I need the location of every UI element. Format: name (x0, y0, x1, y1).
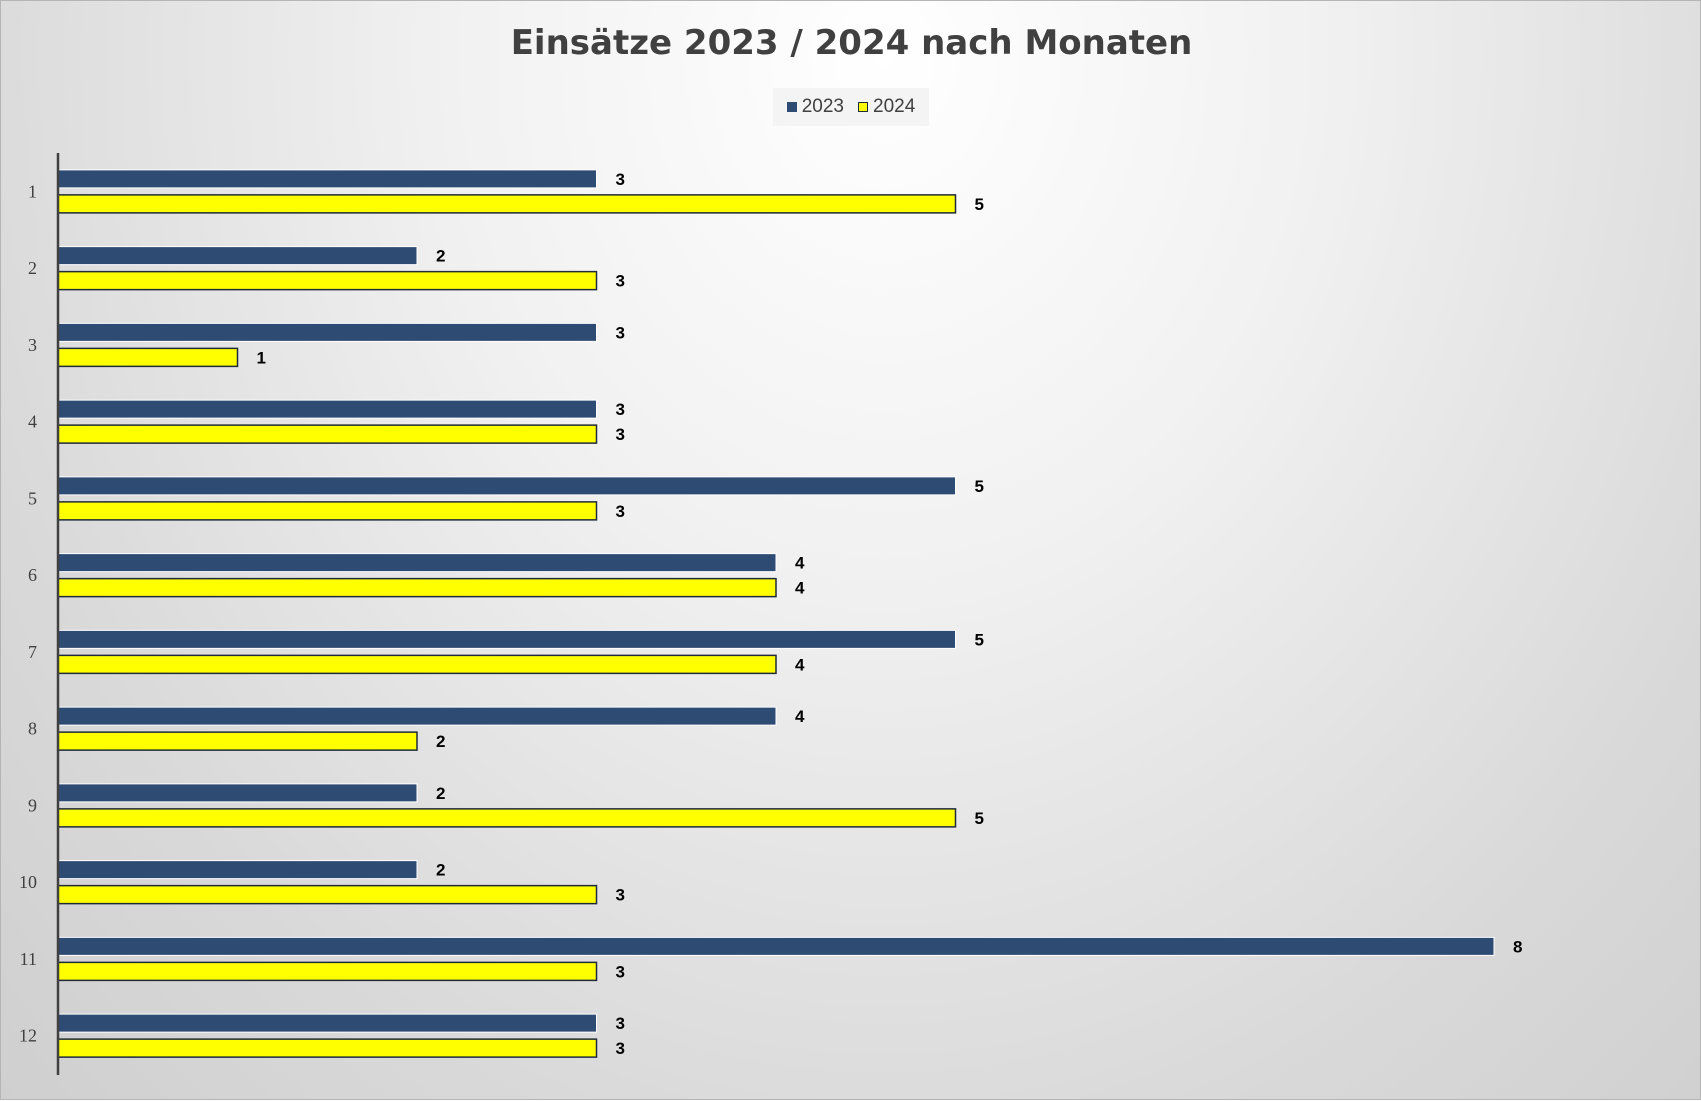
category-label-12: 12 (19, 1026, 37, 1046)
bar-2023-10 (57, 860, 418, 880)
data-label-2024-1: 5 (975, 195, 984, 214)
bar-2024-7 (57, 654, 777, 675)
data-label-2023-9: 2 (436, 784, 445, 803)
data-label-2024-3: 1 (257, 348, 266, 367)
category-label-8: 8 (28, 719, 37, 739)
legend-label-2024: 2024 (873, 96, 916, 117)
bar-2024-2 (57, 270, 598, 291)
legend-entry-2024: 2024 (858, 96, 915, 118)
category-label-3: 3 (28, 335, 37, 355)
legend-swatch-2023 (786, 102, 797, 112)
data-label-2023-8: 4 (795, 707, 805, 726)
bar-2023-12 (57, 1013, 597, 1033)
data-label-2023-4: 3 (616, 400, 625, 419)
bar-2023-8 (57, 706, 777, 726)
bar-2024-1 (57, 194, 957, 214)
data-label-2024-4: 3 (616, 425, 625, 444)
data-label-2023-7: 5 (975, 630, 984, 649)
bar-2024-10 (57, 884, 598, 905)
data-label-2023-3: 3 (616, 323, 625, 342)
data-label-2023-1: 3 (616, 170, 625, 189)
bar-2024-8 (57, 731, 418, 751)
category-label-5: 5 (28, 488, 37, 508)
bar-2024-11 (57, 961, 598, 982)
bar-2024-6 (57, 577, 777, 598)
bar-2023-2 (57, 246, 418, 266)
bar-2023-6 (57, 553, 777, 573)
legend-label-2023: 2023 (801, 96, 844, 117)
data-label-2024-6: 4 (795, 579, 805, 598)
bar-2024-4 (57, 424, 598, 444)
data-label-2024-12: 3 (616, 1039, 625, 1058)
bar-2023-3 (57, 322, 597, 342)
bar-2023-5 (57, 476, 956, 496)
bar-2023-1 (57, 169, 597, 189)
bar-2024-9 (57, 808, 957, 828)
legend: 2023 2024 (773, 88, 929, 126)
data-label-2023-2: 2 (436, 247, 445, 266)
category-label-1: 1 (28, 181, 37, 201)
data-label-2023-12: 3 (616, 1014, 625, 1033)
data-label-2024-2: 3 (616, 272, 625, 291)
bar-2024-12 (57, 1038, 598, 1058)
category-label-11: 11 (20, 949, 37, 969)
category-label-4: 4 (28, 412, 37, 432)
data-label-2024-9: 5 (975, 809, 984, 828)
bar-2023-9 (57, 783, 418, 803)
bar-2023-11 (57, 936, 1495, 956)
category-label-10: 10 (19, 872, 37, 892)
category-label-2: 2 (28, 258, 37, 278)
category-label-6: 6 (28, 565, 37, 585)
bar-2024-3 (57, 347, 239, 368)
data-label-2024-5: 3 (616, 502, 625, 521)
category-label-9: 9 (28, 795, 37, 815)
legend-entry-2023: 2023 (786, 96, 844, 118)
bar-2023-4 (57, 399, 597, 419)
data-label-2023-10: 2 (436, 861, 445, 880)
data-label-2024-8: 2 (436, 732, 445, 751)
data-label-2024-10: 3 (616, 886, 625, 905)
bar-2023-7 (57, 629, 956, 649)
category-label-7: 7 (28, 642, 37, 662)
bar-2024-5 (57, 501, 598, 521)
data-label-2023-11: 8 (1513, 937, 1522, 956)
data-label-2023-6: 4 (795, 554, 805, 573)
data-label-2023-5: 5 (975, 477, 984, 496)
data-label-2024-11: 3 (616, 962, 625, 981)
legend-swatch-2024 (858, 102, 868, 112)
data-label-2024-7: 4 (795, 655, 805, 674)
chart-title: Einsätze 2023 / 2024 nach Monaten (510, 23, 1193, 63)
